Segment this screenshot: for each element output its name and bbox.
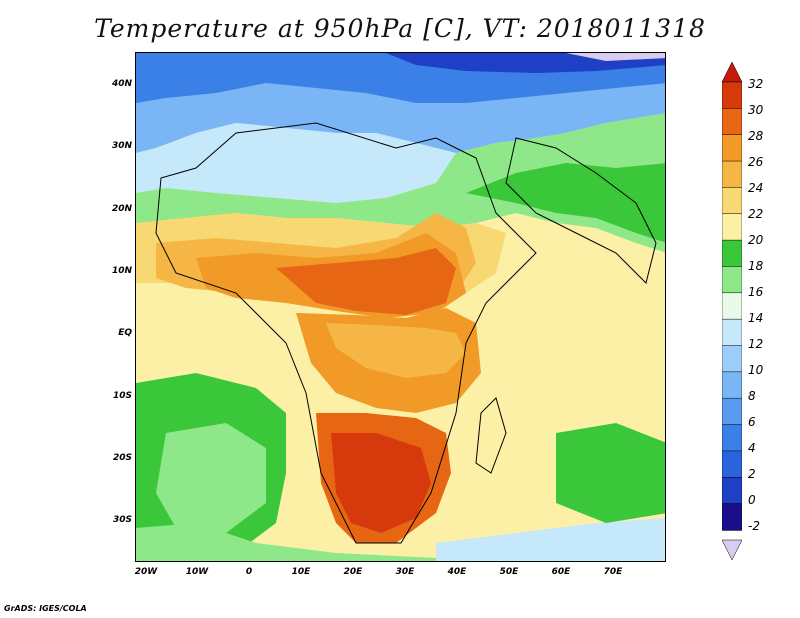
colorbar-swatch-c_24_26 (721, 160, 743, 189)
colorbar-swatch-c_m2_0 (721, 503, 743, 531)
colorbar-label-20: 20 (748, 233, 764, 247)
colorbar-swatch-c_14_16 (721, 292, 743, 320)
colorbar-label-2: 2 (748, 467, 756, 481)
colorbar-swatches (721, 61, 743, 561)
lat-label-10s: 10S (112, 391, 132, 401)
colorbar-label-26: 26 (748, 155, 764, 169)
colorbar-label-18: 18 (748, 259, 764, 273)
lon-label-0: 0 (245, 567, 253, 577)
map-title: Temperature at 950hPa [C], VT: 201801131… (94, 14, 706, 43)
colorbar-swatch-c_20_22 (721, 213, 743, 241)
colorbar-label-22: 22 (748, 207, 764, 221)
colorbar-swatch-c_4_6 (721, 424, 743, 452)
field-atlantic-mild (156, 423, 266, 533)
temperature-field (136, 53, 665, 561)
field-cool-sahara (136, 123, 456, 203)
lat-label-20n: 20N (111, 204, 132, 214)
field-arabia-green (466, 163, 665, 243)
colorbar-label-28: 28 (748, 129, 764, 143)
field-congo-basin (326, 323, 466, 378)
colorbar-label-8: 8 (748, 389, 756, 403)
arabia-coastline (505, 137, 657, 284)
colorbar-label-30: 30 (748, 103, 764, 117)
lat-label-20s: 20S (112, 453, 132, 463)
colorbar-label-24: 24 (748, 181, 764, 195)
colorbar-label-4: 4 (748, 441, 756, 455)
colorbar-rects (721, 81, 743, 531)
lon-label-20e: 20E (343, 567, 363, 577)
temperature-map (135, 52, 666, 562)
colorbar-label-0: 0 (748, 493, 756, 507)
lat-label-eq: EQ (118, 328, 132, 338)
colorbar-swatch-c_8_10 (721, 371, 743, 399)
colorbar-label-16: 16 (748, 285, 764, 299)
field-mild-north (136, 113, 665, 253)
colorbar-swatch-c_30_32 (721, 81, 743, 110)
field-indian-green (556, 423, 665, 523)
field-central-hot (276, 248, 456, 315)
lon-label-20w: 20W (134, 567, 158, 577)
colorbar-swatch-c_2_4 (721, 450, 743, 478)
lon-label-30e: 30E (395, 567, 415, 577)
colorbar-label-6: 6 (748, 415, 756, 429)
lon-label-50e: 50E (499, 567, 519, 577)
colorbar-swatch-c_16_18 (721, 266, 743, 294)
lat-label-30s: 30S (112, 515, 132, 525)
field-kalahari (331, 433, 431, 533)
field-below-min (566, 53, 665, 61)
field-southern-ocean-cool (436, 518, 665, 561)
colorbar-label-14: 14 (748, 311, 764, 325)
colorbar-swatch-c_0_2 (721, 477, 743, 505)
lon-label-10e: 10E (291, 567, 311, 577)
colorbar-swatch-c_28_30 (721, 108, 743, 136)
lat-label-10n: 10N (111, 266, 132, 276)
colorbar-bottom-arrow (721, 539, 743, 561)
madagascar-coastline (475, 397, 507, 474)
africa-coastline (155, 122, 537, 544)
colorbar-label-10: 10 (748, 363, 764, 377)
lon-label-70e: 70E (603, 567, 623, 577)
colorbar-top-arrow (721, 61, 743, 83)
colorbar-swatch-c_22_24 (721, 187, 743, 215)
grads-credit: GrADS: IGES/COLA (4, 604, 87, 613)
lon-label-10w: 10W (185, 567, 209, 577)
lon-label-60e: 60E (551, 567, 571, 577)
colorbar-label-12: 12 (748, 337, 764, 351)
lat-label-40n: 40N (111, 79, 132, 89)
colorbar-swatch-c_18_20 (721, 239, 743, 268)
colorbar-label-32: 32 (748, 77, 764, 91)
colorbar-swatch-c_12_14 (721, 318, 743, 347)
colorbar-label-minus2: -2 (748, 519, 760, 533)
colorbar-swatch-c_10_12 (721, 345, 743, 373)
lon-label-40e: 40E (447, 567, 467, 577)
lat-label-30n: 30N (111, 141, 132, 151)
colorbar (721, 61, 743, 566)
colorbar-swatch-c_6_8 (721, 397, 743, 426)
colorbar-swatch-c_26_28 (721, 134, 743, 162)
